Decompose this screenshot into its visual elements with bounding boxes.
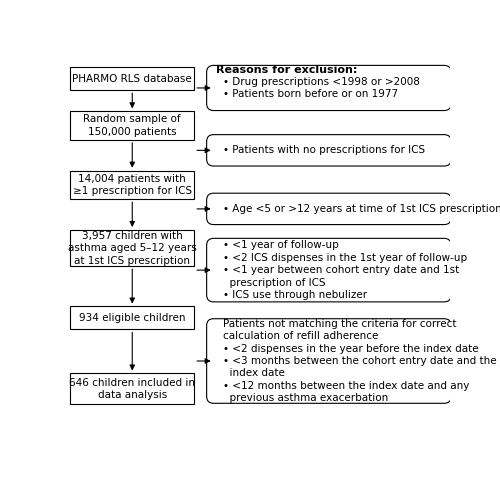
Text: Reasons for exclusion:: Reasons for exclusion: (216, 66, 357, 76)
Text: • Patients with no prescriptions for ICS: • Patients with no prescriptions for ICS (224, 145, 426, 156)
Text: PHARMO RLS database: PHARMO RLS database (72, 74, 192, 84)
Text: 646 children included in
data analysis: 646 children included in data analysis (69, 378, 195, 400)
FancyBboxPatch shape (206, 66, 451, 110)
Text: • Drug prescriptions <1998 or >2008
• Patients born before or on 1977: • Drug prescriptions <1998 or >2008 • Pa… (224, 77, 420, 99)
FancyBboxPatch shape (70, 307, 194, 330)
FancyBboxPatch shape (70, 111, 194, 140)
Text: • <1 year of follow-up
• <2 ICS dispenses in the 1st year of follow-up
• <1 year: • <1 year of follow-up • <2 ICS dispense… (224, 241, 468, 300)
FancyBboxPatch shape (206, 239, 451, 302)
FancyBboxPatch shape (206, 135, 451, 166)
FancyBboxPatch shape (70, 67, 194, 90)
FancyBboxPatch shape (70, 170, 194, 199)
Text: 14,004 patients with
≥1 prescription for ICS: 14,004 patients with ≥1 prescription for… (72, 174, 192, 196)
FancyBboxPatch shape (70, 373, 194, 404)
Text: 934 eligible children: 934 eligible children (79, 313, 186, 323)
FancyBboxPatch shape (206, 193, 451, 225)
FancyBboxPatch shape (70, 230, 194, 266)
Text: 3,957 children with
asthma aged 5–12 years
at 1st ICS prescription: 3,957 children with asthma aged 5–12 yea… (68, 231, 196, 265)
Text: Patients not matching the criteria for correct
calculation of refill adherence
•: Patients not matching the criteria for c… (224, 319, 497, 403)
Text: Random sample of
150,000 patients: Random sample of 150,000 patients (84, 114, 181, 137)
FancyBboxPatch shape (206, 319, 451, 403)
Text: • Age <5 or >12 years at time of 1st ICS prescription: • Age <5 or >12 years at time of 1st ICS… (224, 204, 500, 214)
